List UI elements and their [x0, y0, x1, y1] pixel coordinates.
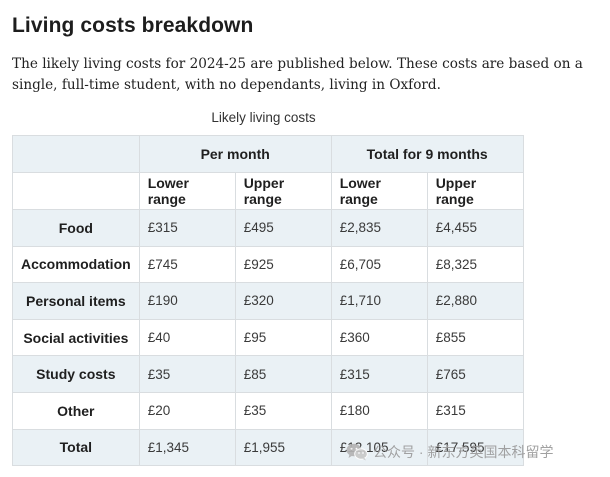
- table-cell: £320: [234, 282, 332, 320]
- table-cell: £17,595: [426, 428, 524, 467]
- column-header: Lower range: [330, 172, 428, 210]
- table-cell: £180: [330, 391, 428, 430]
- table-cell: £765: [426, 355, 524, 393]
- living-costs-table: Per month Total for 9 months Lower range…: [12, 135, 524, 467]
- table-cell: £35: [138, 355, 236, 393]
- table-cell: £1,345: [138, 428, 236, 467]
- table-cell: £495: [234, 209, 332, 247]
- table-cell: £2,835: [330, 209, 428, 247]
- table-cell: £85: [234, 355, 332, 393]
- table-cell: £315: [426, 391, 524, 430]
- row-label: Study costs: [12, 355, 140, 393]
- per-month-header: Per month: [138, 135, 332, 173]
- table-cell: £6,705: [330, 245, 428, 284]
- table-cell: £360: [330, 318, 428, 357]
- table-row: Food £315 £495 £2,835 £4,455: [12, 209, 524, 247]
- table-cell: £2,880: [426, 282, 524, 320]
- row-label: Food: [12, 209, 140, 247]
- row-label: Other: [12, 391, 140, 430]
- column-header: Upper range: [234, 172, 332, 210]
- table-cell: £12,105: [330, 428, 428, 467]
- wechat-icon: [346, 443, 368, 461]
- table-cell: £40: [138, 318, 236, 357]
- watermark: 公众号 · 新东方英国本科留学: [346, 441, 553, 463]
- intro-paragraph: The likely living costs for 2024-25 are …: [12, 56, 583, 93]
- table-row: Personal items £190 £320 £1,710 £2,880: [12, 282, 524, 320]
- row-label: Accommodation: [12, 245, 140, 284]
- total-9-months-header: Total for 9 months: [330, 135, 524, 173]
- column-header: Upper range: [426, 172, 524, 210]
- table-cell: £4,455: [426, 209, 524, 247]
- page-title: Living costs breakdown: [12, 14, 254, 37]
- table-cell: £1,710: [330, 282, 428, 320]
- table-sub-header-row: Lower range Upper range Lower range Uppe…: [12, 172, 524, 210]
- row-label: Total: [12, 428, 140, 467]
- row-label: Personal items: [12, 282, 140, 320]
- row-label: Social activities: [12, 318, 140, 357]
- table-group-header-row: Per month Total for 9 months: [12, 135, 524, 173]
- table-row: Accommodation £745 £925 £6,705 £8,325: [12, 245, 524, 284]
- table-row: Social activities £40 £95 £360 £855: [12, 318, 524, 357]
- table-cell: £8,325: [426, 245, 524, 284]
- table-cell: £315: [330, 355, 428, 393]
- table-corner-cell: [12, 172, 140, 210]
- table-cell: £190: [138, 282, 236, 320]
- watermark-text: 公众号 · 新东方英国本科留学: [373, 444, 554, 460]
- table-cell: £1,955: [234, 428, 332, 467]
- table-cell: £95: [234, 318, 332, 357]
- table-cell: £745: [138, 245, 236, 284]
- column-header: Lower range: [138, 172, 236, 210]
- table-cell: £315: [138, 209, 236, 247]
- table-cell: £35: [234, 391, 332, 430]
- table-corner-cell: [12, 135, 140, 173]
- table-row: Other £20 £35 £180 £315: [12, 391, 524, 430]
- table-cell: £925: [234, 245, 332, 284]
- table-cell: £855: [426, 318, 524, 357]
- table-row-total: Total £1,345 £1,955 £12,105 £17,595: [12, 428, 524, 467]
- table-row: Study costs £35 £85 £315 £765: [12, 355, 524, 393]
- table-caption: Likely living costs: [211, 110, 316, 125]
- table-cell: £20: [138, 391, 236, 430]
